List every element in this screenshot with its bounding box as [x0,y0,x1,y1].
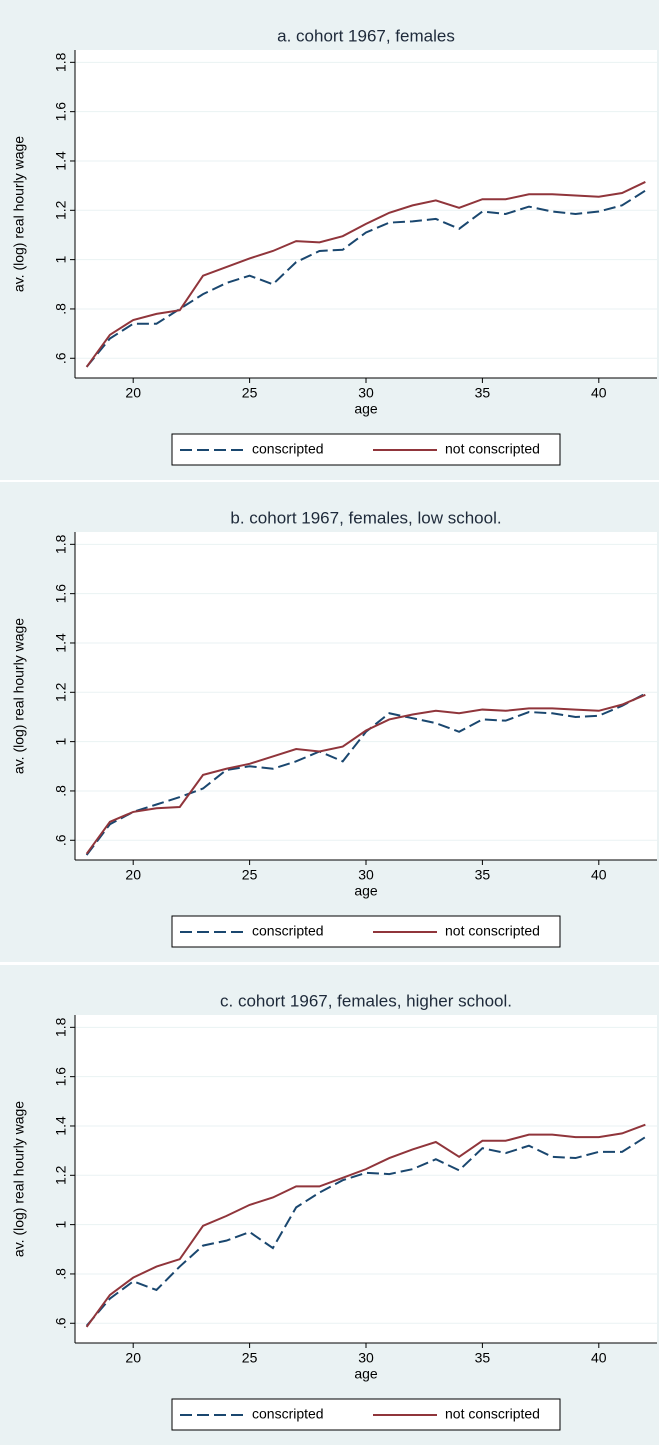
series-line [85,1123,646,1328]
y-tick-label: 1.8 [53,52,69,72]
y-axis-title: av. (log) real hourly wage [11,136,27,292]
x-tick-label: 40 [591,1350,607,1366]
x-axis-title: age [354,883,378,899]
legend-label: conscripted [252,923,324,939]
y-tick-label: .6 [53,352,69,364]
legend-label: not conscripted [445,1406,540,1422]
x-tick-label: 30 [358,867,374,883]
y-tick-label: 1.2 [53,1165,69,1185]
plot-area [75,50,657,378]
legend-label: not conscripted [445,441,540,457]
y-tick-label: 1.8 [53,1017,69,1037]
x-axis-title: age [354,401,378,417]
chart-title: b. cohort 1967, females, low school. [230,508,501,527]
y-tick-label: 1.2 [53,682,69,702]
y-tick-label: 1 [53,256,69,264]
y-tick-label: 1 [53,1221,69,1229]
x-tick-label: 40 [591,385,607,401]
y-tick-label: 1 [53,738,69,746]
chart-title: a. cohort 1967, females [277,26,455,45]
y-tick-label: .8 [53,1268,69,1280]
x-tick-label: 30 [358,1350,374,1366]
x-tick-label: 35 [475,385,491,401]
legend-label: conscripted [252,441,324,457]
y-axis-title: av. (log) real hourly wage [11,618,27,774]
x-tick-label: 25 [242,867,258,883]
series-line [85,692,646,856]
legend-label: conscripted [252,1406,324,1422]
y-tick-label: 1.6 [53,102,69,122]
x-tick-label: 35 [475,1350,491,1366]
x-tick-label: 30 [358,385,374,401]
y-tick-label: 1.6 [53,584,69,604]
x-tick-label: 25 [242,1350,258,1366]
y-tick-label: .8 [53,785,69,797]
y-tick-label: 1.6 [53,1067,69,1087]
series-line [85,181,646,368]
x-axis-title: age [354,1366,378,1382]
y-tick-label: .8 [53,303,69,315]
x-tick-label: 20 [125,385,141,401]
y-tick-label: .6 [53,834,69,846]
x-tick-label: 20 [125,867,141,883]
y-tick-label: 1.4 [53,151,69,171]
chart-title: c. cohort 1967, females, higher school. [220,991,512,1010]
x-tick-label: 35 [475,867,491,883]
x-tick-label: 20 [125,1350,141,1366]
legend-label: not conscripted [445,923,540,939]
x-tick-label: 25 [242,385,258,401]
plot-area [75,1015,657,1343]
series-line [85,1136,646,1327]
plot-area [75,532,657,860]
y-tick-label: 1.8 [53,534,69,554]
y-tick-label: 1.2 [53,200,69,220]
y-tick-label: 1.4 [53,1116,69,1136]
y-tick-label: 1.4 [53,633,69,653]
y-axis-title: av. (log) real hourly wage [11,1101,27,1257]
x-tick-label: 40 [591,867,607,883]
y-tick-label: .6 [53,1317,69,1329]
series-line [85,693,646,855]
series-line [85,189,646,368]
